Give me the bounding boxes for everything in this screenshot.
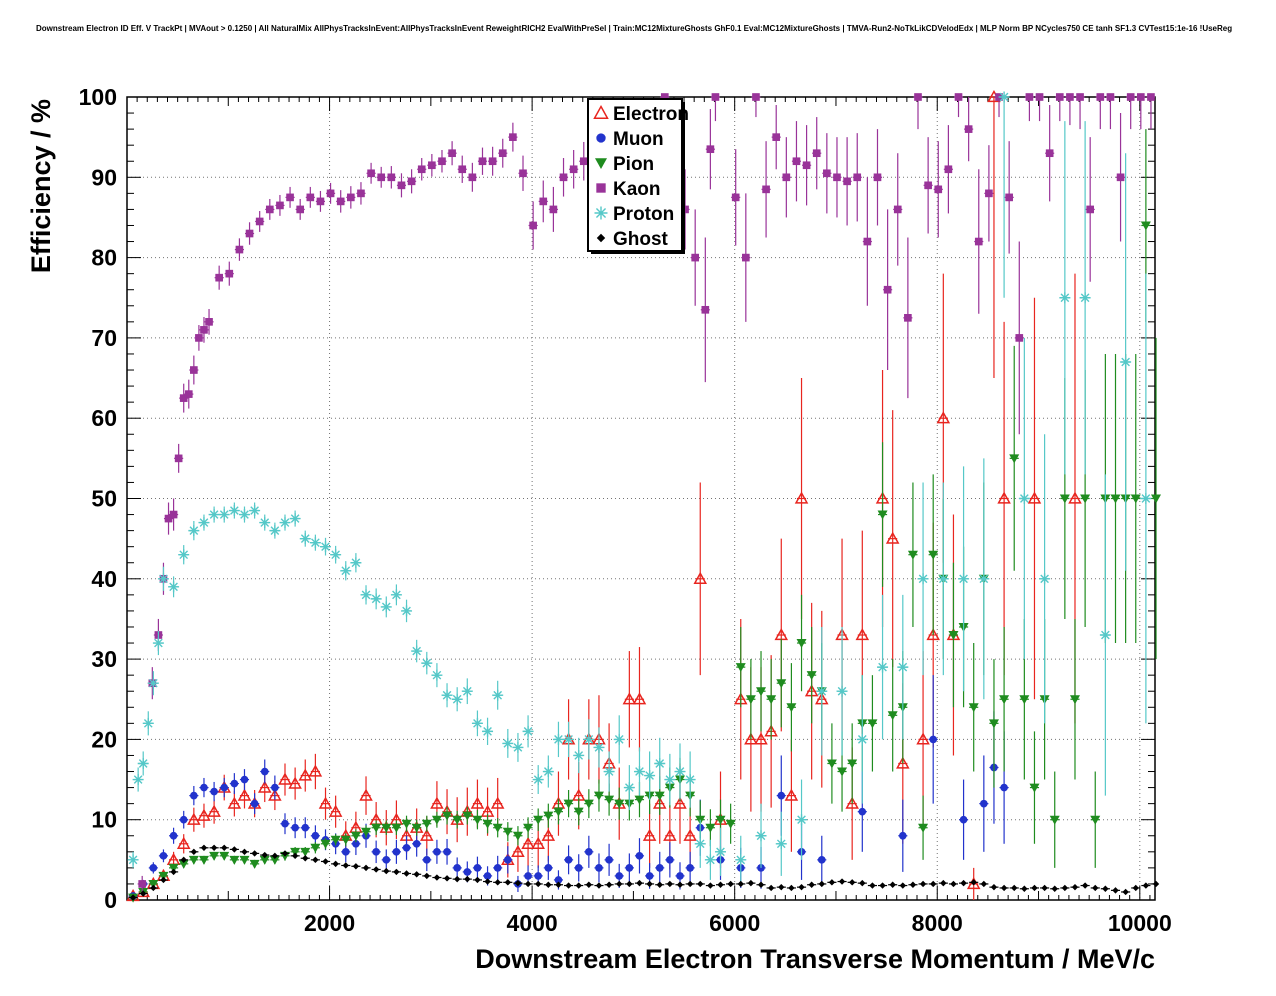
legend: Electron Muon Pion Kaon Proton Ghost (587, 98, 689, 254)
series-ghost (128, 844, 1160, 901)
svg-text:2000: 2000 (304, 910, 355, 936)
svg-text:10000: 10000 (1108, 910, 1172, 936)
legend-label-muon: Muon (613, 129, 664, 150)
svg-text:30: 30 (91, 646, 117, 672)
x-tick-labels: 2000 4000 6000 8000 10000 (304, 910, 1172, 936)
x-axis-title: Downstream Electron Transverse Momentum … (475, 944, 1155, 974)
svg-text:10: 10 (91, 807, 117, 833)
series-proton (127, 91, 1152, 884)
svg-text:70: 70 (91, 325, 117, 351)
svg-text:4000: 4000 (507, 910, 558, 936)
series-kaon (137, 93, 1155, 892)
y-tick-labels: 0 10 20 30 40 50 60 70 80 90 100 (79, 84, 117, 913)
legend-label-electron: Electron (613, 104, 689, 125)
svg-text:40: 40 (91, 566, 117, 592)
svg-text:50: 50 (91, 486, 117, 512)
svg-text:20: 20 (91, 726, 117, 752)
series-muon (128, 675, 1009, 900)
plot-header-title: Downstream Electron ID Eff. V TrackPt | … (36, 24, 1233, 33)
legend-label-pion: Pion (613, 154, 654, 175)
svg-text:6000: 6000 (709, 910, 760, 936)
legend-label-ghost: Ghost (613, 229, 669, 250)
svg-text:100: 100 (79, 84, 117, 110)
svg-text:80: 80 (91, 245, 117, 271)
y-axis-title: Efficiency / % (26, 99, 56, 273)
series-pion (128, 129, 1162, 903)
svg-text:60: 60 (91, 405, 117, 431)
svg-text:0: 0 (104, 887, 117, 913)
legend-label-proton: Proton (613, 204, 674, 225)
svg-text:90: 90 (91, 164, 117, 190)
legend-label-kaon: Kaon (613, 179, 661, 200)
svg-text:8000: 8000 (912, 910, 963, 936)
